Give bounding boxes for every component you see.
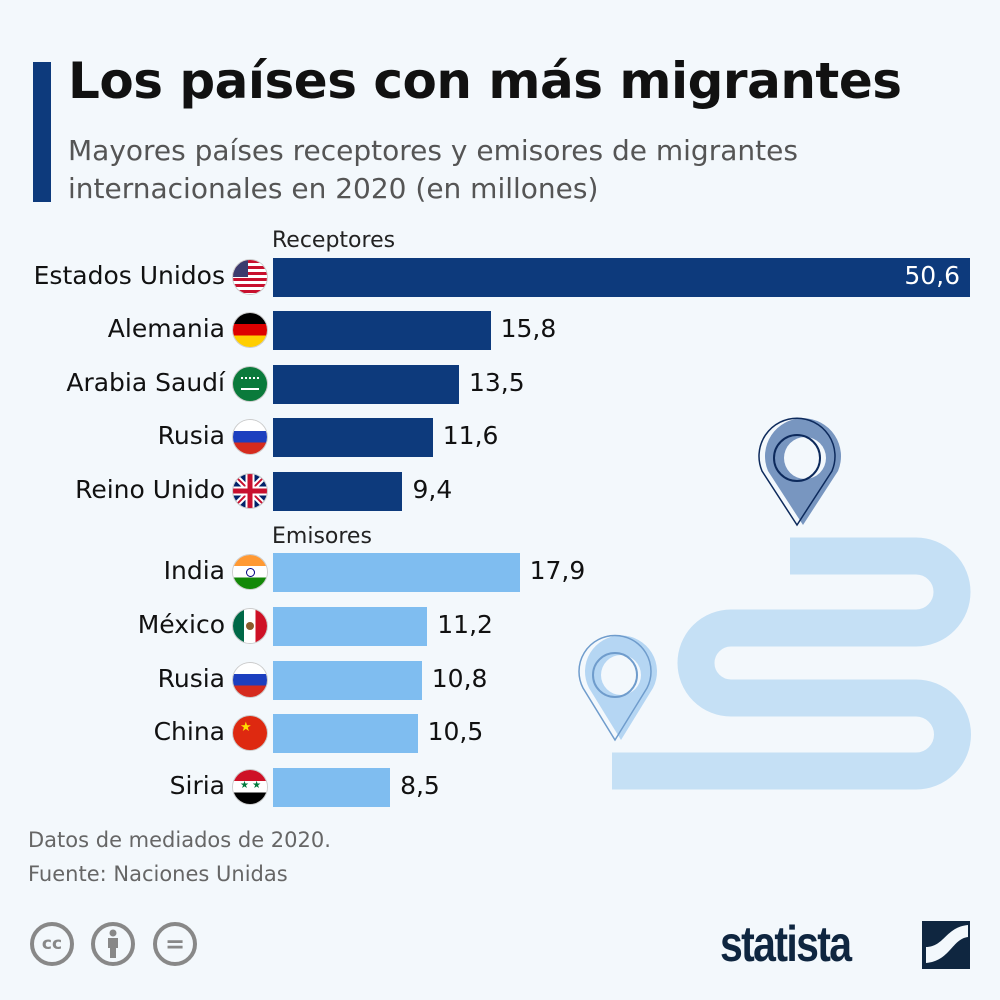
cc-text: cc	[41, 934, 63, 954]
bar	[273, 258, 970, 297]
category-label: China	[153, 717, 225, 746]
category-label: México	[137, 610, 225, 639]
title-accent-bar	[33, 62, 51, 202]
group-label: Receptores	[272, 228, 396, 253]
flag-gb-icon	[233, 474, 267, 508]
flag-sy-icon: ★ ★	[233, 770, 267, 804]
value-label: 10,8	[431, 664, 488, 693]
flag-ru-icon	[233, 420, 267, 454]
category-label: Alemania	[107, 314, 225, 343]
pin-icon	[758, 417, 842, 527]
bar	[273, 472, 403, 511]
category-label: Rusia	[157, 664, 225, 693]
cc-icon: cc	[30, 922, 74, 966]
pin-icon	[578, 634, 657, 742]
value-label: 8,5	[400, 771, 440, 800]
bar	[273, 418, 433, 457]
category-label: Siria	[169, 771, 225, 800]
flag-sa-icon	[233, 367, 267, 401]
page-title: Los países con más migrantes	[68, 52, 902, 110]
bar	[273, 553, 520, 592]
flag-ru-icon	[233, 663, 267, 697]
by-icon	[91, 922, 135, 966]
bar	[273, 365, 459, 404]
statista-logo: statista	[720, 916, 852, 972]
category-label: Estados Unidos	[33, 261, 225, 290]
bar	[273, 607, 428, 646]
nd-text: =	[164, 930, 186, 958]
flag-in-icon	[233, 555, 267, 589]
value-label: 10,5	[427, 717, 484, 746]
statista-logo-mark	[922, 921, 970, 969]
value-label: 13,5	[468, 368, 525, 397]
category-label: Reino Unido	[75, 475, 225, 504]
value-label: 50,6	[904, 261, 960, 290]
bar	[273, 311, 491, 350]
value-label: 15,8	[500, 314, 557, 343]
bar	[273, 661, 422, 700]
category-label: Rusia	[157, 421, 225, 450]
bar	[273, 768, 391, 807]
data-note: Datos de mediados de 2020.	[28, 828, 331, 852]
group-label: Emisores	[272, 524, 372, 549]
flag-mx-icon	[233, 609, 267, 643]
category-label: India	[163, 556, 225, 585]
value-label: 11,2	[437, 610, 493, 639]
bar	[273, 714, 418, 753]
flag-cn-icon: ★	[233, 716, 267, 750]
value-label: 17,9	[529, 556, 586, 585]
source-note: Fuente: Naciones Unidas	[28, 862, 288, 886]
category-label: Arabia Saudí	[66, 368, 225, 397]
nd-icon: =	[153, 922, 197, 966]
value-label: 11,6	[442, 421, 499, 450]
flag-de-icon	[233, 313, 267, 347]
value-label: 9,4	[412, 475, 453, 504]
flag-us-icon	[233, 260, 267, 294]
page-subtitle: Mayores países receptores y emisores de …	[68, 134, 798, 205]
